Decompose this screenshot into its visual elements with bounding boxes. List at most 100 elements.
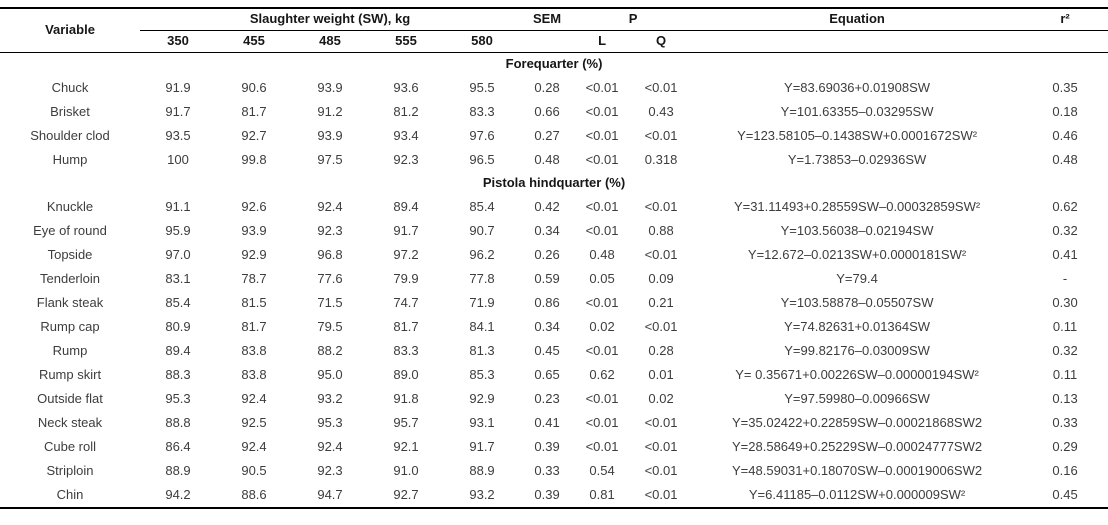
cell-sw-580: 90.7 [469,222,495,238]
cell-variable: Tenderloin [40,270,100,286]
cell-sw-555: 97.2 [393,246,419,262]
cell-sem: 0.41 [534,414,560,430]
cell-p-q: 0.43 [648,103,674,119]
cell-sw-350: 91.1 [165,198,191,214]
cell-sw-455: 81.7 [241,103,267,119]
cell-sw-485: 97.5 [317,151,343,167]
cell-variable: Brisket [50,103,90,119]
section-row: Forequarter (%) [0,53,1108,77]
cell-sw-580: 77.8 [469,270,495,286]
cell-sw-455: 92.9 [241,246,267,262]
cell-variable: Shoulder clod [30,127,110,143]
cell-equation: Y=74.82631+0.01364SW [784,318,931,334]
cell-variable: Chin [56,486,84,502]
cell-sw-580: 88.9 [469,462,495,478]
cell-sw-455: 99.8 [241,151,267,167]
table-row: Chuck 91.9 90.6 93.9 93.6 95.5 0.28 <0.01 <0.01 Y… [0,76,1108,100]
cell-sw-485: 94.7 [317,486,343,502]
cell-sw-485: 92.3 [317,222,343,238]
cell-r2: 0.41 [1052,246,1078,262]
cell-sem: 0.42 [534,198,560,214]
cell-sw-555: 83.3 [393,342,419,358]
cell-sw-555: 89.4 [393,198,419,214]
cell-p-l: <0.01 [585,414,619,430]
cell-sw-555: 74.7 [393,294,419,310]
cell-sem: 0.33 [534,462,560,478]
cell-sw-580: 96.2 [469,246,495,262]
table-row: Eye of round 95.9 93.9 92.3 91.7 90.7 0.34 <0.0… [0,219,1108,243]
table-row: Shoulder clod 93.5 92.7 93.9 93.4 97.6 0.27 <0.… [0,124,1108,148]
cell-variable: Rump [52,342,88,358]
cell-p-l: 0.62 [589,366,615,382]
cell-p-q: <0.01 [644,462,678,478]
cell-sw-350: 85.4 [165,294,191,310]
cell-p-q: <0.01 [644,127,678,143]
cell-variable: Eye of round [33,222,107,238]
cell-variable: Rump cap [40,318,100,334]
cell-sw-555: 92.7 [393,486,419,502]
cell-sw-580: 95.5 [469,79,495,95]
cell-equation: Y=99.82176–0.03009SW [784,342,930,358]
col-header-sw-485: 485 [292,30,368,53]
cell-sw-455: 90.5 [241,462,267,478]
cell-sw-580: 85.4 [469,198,495,214]
cell-sw-555: 81.7 [393,318,419,334]
cell-sw-485: 88.2 [317,342,343,358]
cell-r2: 0.11 [1052,318,1078,334]
cell-sw-555: 79.9 [393,270,419,286]
cell-p-q: 0.01 [648,366,674,382]
cell-p-l: 0.05 [589,270,615,286]
header-row-groups: Variable Slaughter weight (SW), kg SEM P… [0,8,1108,53]
cell-equation: Y=97.59980–0.00966SW [784,390,930,406]
table-row: Topside 97.0 92.9 96.8 97.2 96.2 0.26 0.48 <0.01… [0,243,1108,267]
cell-sem: 0.59 [534,270,560,286]
cell-sw-485: 91.2 [317,103,343,119]
cell-p-q: 0.28 [648,342,674,358]
table-row: Striploin 88.9 90.5 92.3 91.0 88.9 0.33 0.54 <0.… [0,459,1108,483]
col-header-sw-455: 455 [216,30,292,53]
cell-r2: 0.29 [1052,438,1078,454]
cell-sem: 0.65 [534,366,560,382]
cell-variable: Topside [47,246,93,262]
cell-sw-350: 88.9 [165,462,191,478]
cell-p-l: 0.48 [589,246,615,262]
cell-sw-455: 81.5 [241,294,267,310]
cell-variable: Chuck [51,79,89,95]
col-header-equation: Equation [692,8,1023,31]
cell-sw-455: 92.4 [241,438,267,454]
cell-sw-350: 94.2 [165,486,191,502]
cell-equation: Y=123.58105–0.1438SW+0.0001672SW² [737,127,978,143]
col-header-p-l: L [574,30,631,53]
cell-sw-455: 83.8 [241,366,267,382]
results-table: Variable Slaughter weight (SW), kg SEM P… [0,7,1108,509]
cell-variable: Knuckle [46,198,94,214]
section-title: Pistola hindquarter (%) [482,175,626,191]
cell-equation: Y=35.02422+0.22859SW–0.00021868SW2 [732,414,983,430]
cell-sw-350: 93.5 [165,127,191,143]
cell-sw-580: 91.7 [469,438,495,454]
table-row: Cube roll 86.4 92.4 92.4 92.1 91.7 0.39 <0.01 <0… [0,435,1108,459]
table-row: Brisket 91.7 81.7 91.2 81.2 83.3 0.66 <0.01 0.43… [0,100,1108,124]
cell-sem: 0.34 [534,222,560,238]
col-header-variable: Variable [0,8,140,53]
cell-variable: Outside flat [37,390,103,406]
cell-r2: 0.32 [1052,222,1078,238]
cell-sem: 0.39 [534,438,560,454]
cell-p-q: <0.01 [644,438,678,454]
cell-sw-555: 81.2 [393,103,419,119]
col-header-r2: r² [1022,8,1108,31]
cell-sw-485: 92.4 [317,198,343,214]
cell-sw-485: 95.3 [317,414,343,430]
cell-p-l: 0.02 [589,318,615,334]
cell-sem: 0.39 [534,486,560,502]
cell-sw-485: 93.2 [317,390,343,406]
cell-sw-485: 92.4 [317,438,343,454]
cell-r2: 0.35 [1052,79,1078,95]
cell-r2: 0.11 [1052,366,1078,382]
cell-variable: Cube roll [43,438,97,454]
cell-variable: Rump skirt [38,366,102,382]
cell-sw-580: 93.1 [469,414,495,430]
cell-sw-580: 71.9 [469,294,495,310]
cell-sw-350: 91.7 [165,103,191,119]
col-header-sw-555: 555 [368,30,444,53]
